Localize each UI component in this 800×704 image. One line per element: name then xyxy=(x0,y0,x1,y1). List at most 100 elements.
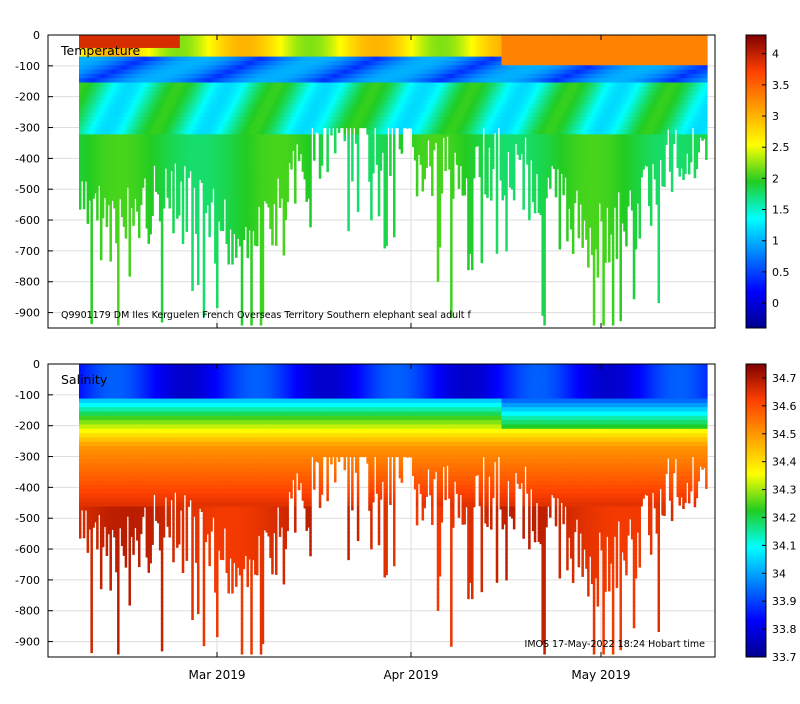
heatmap-cell xyxy=(102,208,105,213)
heatmap-cell xyxy=(117,229,120,234)
heatmap-cell xyxy=(128,272,131,276)
heatmap-cell xyxy=(128,208,131,213)
heatmap-cell xyxy=(90,281,93,286)
figure-canvas: 0-100-200-300-400-500-600-700-800-900 Te… xyxy=(0,0,800,700)
heatmap-cell xyxy=(96,203,99,208)
heatmap-cell xyxy=(106,212,109,217)
heatmap-cell xyxy=(109,255,112,260)
heatmap-cell xyxy=(90,203,93,208)
heatmap-cell xyxy=(117,225,120,230)
heatmap-cell xyxy=(87,212,90,217)
heatmap-cell xyxy=(132,199,135,204)
heatmap-cell xyxy=(109,216,112,221)
heatmap-cell xyxy=(100,229,103,234)
heatmap-cell xyxy=(109,251,112,256)
heatmap-cell xyxy=(87,216,90,221)
heatmap-cell xyxy=(125,221,128,226)
heatmap-cell xyxy=(100,255,103,260)
heatmap-cell xyxy=(90,208,93,213)
heatmap-cell xyxy=(117,238,120,243)
heatmap-cell xyxy=(117,298,120,303)
heatmap-cell xyxy=(90,199,93,204)
heatmap-cell xyxy=(117,290,120,295)
heatmap-cell xyxy=(117,277,120,282)
heatmap-cell xyxy=(125,225,128,230)
heatmap-cell xyxy=(128,264,131,269)
heatmap-cell xyxy=(117,281,120,286)
heatmap-cell xyxy=(125,212,128,217)
heatmap-cell xyxy=(117,285,120,290)
heatmap-cell xyxy=(96,195,99,200)
heatmap-cell xyxy=(125,203,128,208)
heatmap-cell xyxy=(117,324,120,325)
heatmap-cell xyxy=(96,208,99,213)
heatmap-cell xyxy=(109,208,112,213)
heatmap-cell xyxy=(90,285,93,290)
heatmap-cell xyxy=(117,221,120,226)
heatmap-cell xyxy=(128,251,131,256)
heatmap-cell xyxy=(83,203,86,208)
heatmap-cell xyxy=(128,221,131,226)
heatmap-cell xyxy=(128,229,131,234)
heatmap-cell xyxy=(109,203,112,208)
heatmap-cell xyxy=(83,190,86,195)
heatmap-cell xyxy=(106,216,109,221)
heatmap-cell xyxy=(117,268,120,273)
heatmap-cell xyxy=(125,234,128,239)
heatmap-cell xyxy=(106,208,109,213)
heatmap-cell xyxy=(96,199,99,204)
heatmap-cell xyxy=(90,272,93,277)
heatmap-cell xyxy=(100,260,103,261)
heatmap-cell xyxy=(128,225,131,230)
heatmap-cell xyxy=(117,212,120,217)
heatmap-cell xyxy=(90,225,93,230)
heatmap-cell xyxy=(109,260,112,262)
heatmap-cell xyxy=(102,216,105,218)
heatmap-cell xyxy=(79,199,82,204)
heatmap-cell xyxy=(117,303,120,308)
heatmap-cell xyxy=(100,251,103,256)
heatmap-cell xyxy=(109,229,112,234)
heatmap-cell xyxy=(117,208,120,213)
heatmap-cell xyxy=(109,247,112,252)
heatmap-cell xyxy=(125,208,128,213)
heatmap-cell xyxy=(132,208,135,213)
heatmap-cell xyxy=(117,264,120,269)
heatmap-cell xyxy=(102,203,105,208)
heatmap-cell xyxy=(117,251,120,256)
heatmap-cell xyxy=(90,212,93,217)
heatmap-cell xyxy=(128,234,131,239)
heatmap-cell xyxy=(128,242,131,247)
heatmap-cell xyxy=(117,216,120,221)
heatmap-cell xyxy=(128,247,131,252)
heatmap-cell xyxy=(117,255,120,260)
heatmap-cell xyxy=(125,190,128,195)
heatmap-cell xyxy=(117,234,120,239)
heatmap-cell xyxy=(90,238,93,243)
heatmap-cell xyxy=(117,260,120,265)
heatmap-cell xyxy=(125,195,128,200)
heatmap-cell xyxy=(117,294,120,299)
heatmap-cell xyxy=(128,255,131,260)
heatmap-cell xyxy=(90,264,93,269)
heatmap-cell xyxy=(90,242,93,247)
heatmap-cell xyxy=(100,247,103,252)
heatmap-cell xyxy=(132,203,135,208)
heatmap-cell xyxy=(90,303,93,308)
heatmap-cell xyxy=(128,212,131,217)
heatmap-cell xyxy=(90,255,93,260)
heatmap-cell xyxy=(125,229,128,234)
heatmap-cell xyxy=(125,216,128,221)
heatmap-cell xyxy=(109,225,112,230)
heatmap-cell xyxy=(100,221,103,226)
heatmap-cell xyxy=(83,186,86,191)
heatmap-cell xyxy=(102,212,105,217)
heatmap-cell xyxy=(79,203,82,208)
heatmap-cell xyxy=(90,234,93,239)
figure: 0-100-200-300-400-500-600-700-800-900 Te… xyxy=(0,0,800,700)
heatmap-cell xyxy=(92,195,95,199)
heatmap-cell xyxy=(117,272,120,277)
heatmap-cell xyxy=(90,216,93,221)
heatmap-cell xyxy=(90,260,93,265)
heatmap-cell xyxy=(102,199,105,204)
